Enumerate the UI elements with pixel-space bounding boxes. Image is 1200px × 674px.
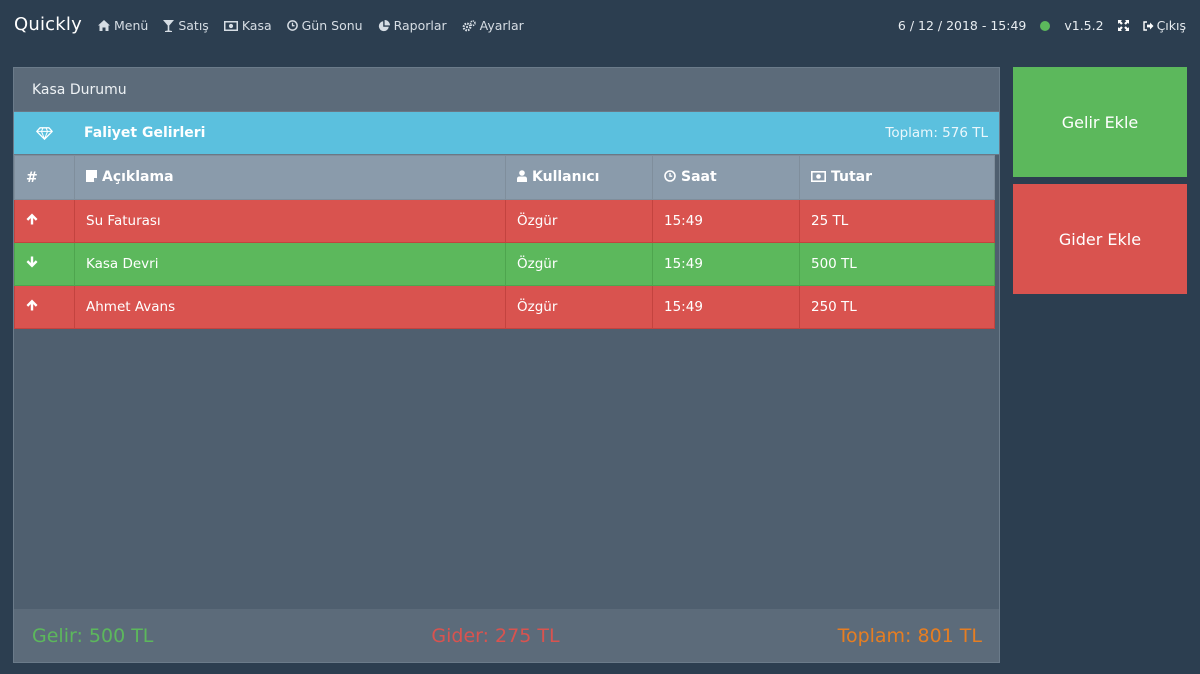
logout-button[interactable]: Çıkış [1142, 18, 1186, 33]
column-label: Tutar [831, 169, 873, 185]
version-label: v1.5.2 [1064, 18, 1104, 33]
datetime-display: 6 / 12 / 2018 - 15:49 [897, 18, 1027, 33]
section-header[interactable]: Faliyet Gelirleri Toplam: 576 TL [14, 111, 999, 155]
money-icon [223, 20, 238, 31]
diamond-icon [14, 126, 74, 140]
section-total: Toplam: 576 TL [885, 125, 988, 141]
home-icon [98, 20, 110, 31]
arrow-up-icon [26, 213, 38, 225]
user-icon [517, 170, 527, 186]
amount-cell: 500 TL [799, 242, 995, 286]
amount-cell: 25 TL [799, 199, 995, 243]
description-cell: Kasa Devri [74, 242, 506, 286]
column-header-index: # [14, 155, 75, 200]
sign-out-icon [1142, 20, 1154, 31]
description-cell: Su Faturası [74, 199, 506, 243]
nav-item-reports[interactable]: Raporlar [378, 18, 447, 33]
cogs-icon [462, 19, 476, 32]
money-icon [811, 170, 826, 186]
income-total: Gelir: 500 TL [32, 624, 154, 647]
add-income-button[interactable]: Gelir Ekle [1013, 67, 1187, 177]
note-icon [86, 170, 97, 186]
time-cell: 15:49 [652, 199, 800, 243]
fullscreen-icon[interactable] [1117, 20, 1129, 31]
column-label: Açıklama [102, 169, 174, 185]
nav-item-label: Gün Sonu [301, 18, 363, 33]
direction-cell [14, 242, 75, 286]
top-navbar: Quickly Menü Satış Kasa Gün Sonu [0, 0, 1200, 52]
arrow-down-icon [26, 256, 38, 268]
section-title: Faliyet Gelirleri [84, 125, 206, 141]
column-label: # [26, 169, 38, 186]
add-expense-button[interactable]: Gider Ekle [1013, 184, 1187, 294]
nav-item-label: Menü [114, 18, 149, 33]
online-status-indicator [1040, 20, 1051, 31]
panel-title: Kasa Durumu [14, 68, 999, 111]
time-cell: 15:49 [652, 242, 800, 286]
nav-item-sales[interactable]: Satış [163, 18, 209, 33]
time-cell: 15:49 [652, 285, 800, 329]
nav-item-label: Ayarlar [479, 18, 524, 33]
nav-item-settings[interactable]: Ayarlar [462, 18, 524, 33]
clock-icon [286, 20, 298, 31]
direction-cell [14, 285, 75, 329]
main-nav: Menü Satış Kasa Gün Sonu Raporlar [98, 18, 539, 33]
column-header-time[interactable]: Saat [652, 155, 800, 200]
nav-item-label: Raporlar [393, 18, 447, 33]
direction-cell [14, 199, 75, 243]
pie-chart-icon [378, 19, 390, 32]
grand-total: Toplam: 801 TL [837, 624, 982, 647]
column-header-amount[interactable]: Tutar [799, 155, 995, 200]
arrow-up-icon [26, 299, 38, 311]
nav-item-label: Satış [178, 18, 209, 33]
user-cell: Özgür [505, 285, 653, 329]
clock-icon [664, 170, 676, 186]
table-row[interactable]: Ahmet Avans Özgür 15:49 250 TL [14, 285, 995, 329]
nav-item-menu[interactable]: Menü [98, 18, 148, 33]
column-header-description[interactable]: Açıklama [74, 155, 506, 200]
table-row[interactable]: Su Faturası Özgür 15:49 25 TL [14, 199, 995, 243]
nav-item-cash[interactable]: Kasa [223, 18, 272, 33]
cash-status-panel: Kasa Durumu Faliyet Gelirleri Toplam: 57… [13, 67, 1000, 663]
transactions-table: # Açıklama Kullanıcı Saat Tutar [14, 155, 995, 329]
user-cell: Özgür [505, 199, 653, 243]
column-header-user[interactable]: Kullanıcı [505, 155, 653, 200]
column-label: Saat [681, 169, 717, 185]
nav-item-day-end[interactable]: Gün Sonu [286, 18, 363, 33]
totals-footer: Gelir: 500 TL Gider: 275 TL Toplam: 801 … [14, 609, 999, 662]
column-label: Kullanıcı [532, 169, 600, 185]
nav-item-label: Kasa [241, 18, 272, 33]
description-cell: Ahmet Avans [74, 285, 506, 329]
expense-total: Gider: 275 TL [431, 624, 560, 647]
amount-cell: 250 TL [799, 285, 995, 329]
table-row[interactable]: Kasa Devri Özgür 15:49 500 TL [14, 242, 995, 286]
status-area: 6 / 12 / 2018 - 15:49 v1.5.2 Çıkış [884, 18, 1186, 33]
cocktail-icon [163, 19, 175, 32]
app-title[interactable]: Quickly [14, 14, 82, 35]
table-header-row: # Açıklama Kullanıcı Saat Tutar [14, 155, 995, 200]
logout-label: Çıkış [1156, 18, 1186, 33]
user-cell: Özgür [505, 242, 653, 286]
